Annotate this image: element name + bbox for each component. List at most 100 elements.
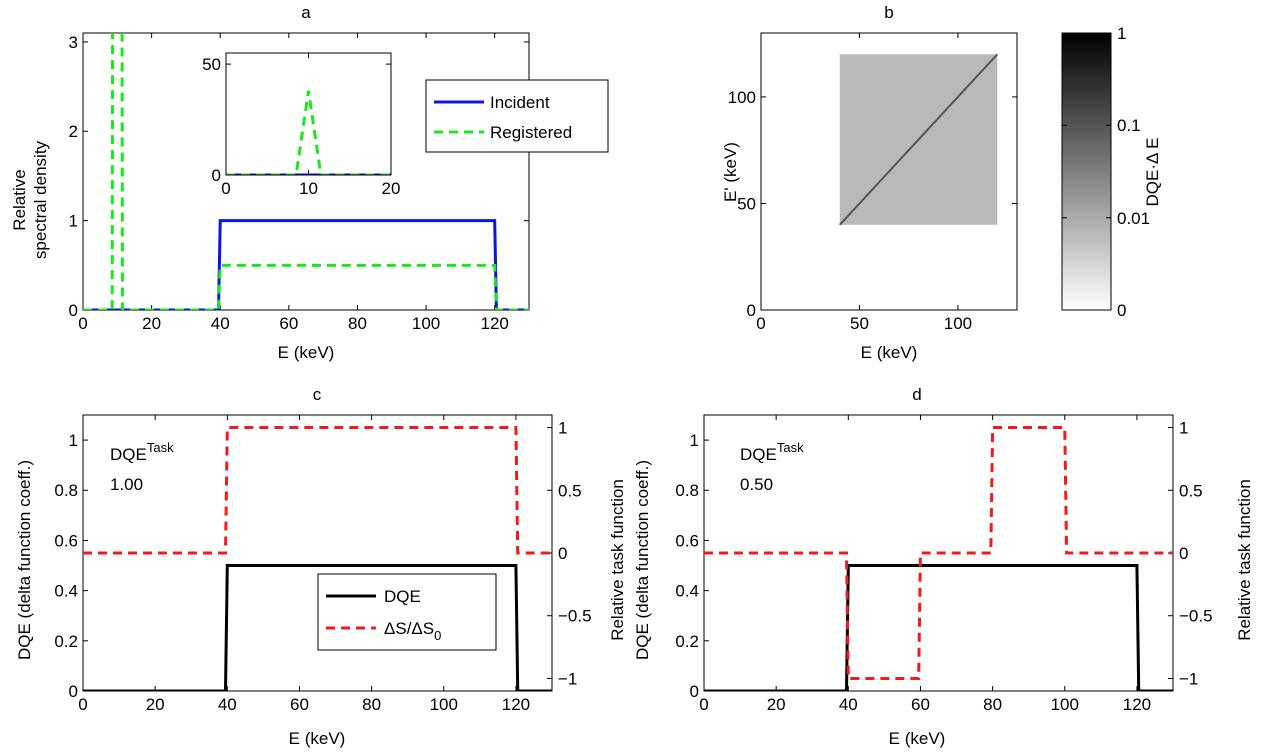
panel-d-xtick-label: 80	[983, 695, 1002, 714]
panel-b-ytick-label: 0	[747, 301, 756, 320]
panel-c-ytick-label: 0.6	[54, 531, 78, 550]
panel-c-y2tick-label: 0.5	[558, 481, 582, 500]
panel-a-xtick-label: 40	[211, 314, 230, 333]
panel-c-xtick-label: 0	[78, 695, 87, 714]
panel-c: c DQE (delta function coeff.) Relative t…	[15, 385, 627, 748]
panel-a-inset-ytick-label: 0	[212, 166, 221, 185]
panel-a-ytick-label: 3	[69, 33, 78, 52]
panel-c-xlabel: E (keV)	[289, 729, 346, 748]
panel-c-y2tick-label: −0.5	[558, 607, 592, 626]
panel-c-legend-task: ΔS/ΔS0	[384, 619, 441, 643]
panel-c-xtick-label: 60	[290, 695, 309, 714]
panel-a-series-registered	[83, 33, 529, 310]
panel-c-legend-dqe: DQE	[384, 587, 421, 606]
panel-b-colorbar-label: DQE·Δ E	[1143, 138, 1162, 207]
panel-c-series--s-s0	[83, 426, 552, 555]
panel-b-xtick-label: 50	[850, 314, 869, 333]
panel-c-ytick-label: 0.4	[54, 582, 78, 601]
panel-a-inset: 0 10 20 0 50	[202, 52, 401, 198]
panel-a-xtick-label: 80	[348, 314, 367, 333]
panel-c-y2label: Relative task function	[608, 479, 627, 641]
panel-b-heat-diagonal	[839, 53, 999, 226]
panel-d-y2label: Relative task function	[1235, 479, 1254, 641]
panel-a-inset-xtick-label: 20	[382, 179, 401, 198]
panel-a-ylabel-line1: Relative	[10, 169, 29, 230]
panel-c-xtick-label: 40	[218, 695, 237, 714]
panel-d-y2tick-label: −1	[1179, 669, 1198, 688]
panel-a-ytick-label: 1	[69, 212, 78, 231]
panel-d-annotation-label: DQETask	[740, 440, 804, 464]
panel-c-title: c	[313, 385, 322, 404]
panel-a-inset-xtick-label: 0	[221, 179, 230, 198]
panel-a-inset-series-registered	[226, 90, 391, 175]
panel-c-y2tick-label: 0	[558, 544, 567, 563]
panel-d-xtick-label: 40	[839, 695, 858, 714]
panel-a-legend: Incident Registered	[425, 79, 609, 153]
panel-d-xtick-label: 120	[1123, 695, 1151, 714]
panel-a-frame	[82, 32, 530, 311]
panel-a-legend-incident: Incident	[490, 93, 550, 112]
panel-d-series-relative-task-function	[704, 426, 1173, 680]
panel-d-y2tick-label: 0.5	[1179, 481, 1203, 500]
panel-c-ytick-label: 0.2	[54, 632, 78, 651]
panel-a-inset-ytick-label: 50	[202, 55, 221, 74]
panel-d-ytick-label: 0	[690, 682, 699, 701]
panel-a-ytick-label: 0	[69, 301, 78, 320]
panel-d-title: d	[912, 385, 921, 404]
panel-d-ytick-label: 1	[690, 431, 699, 450]
panel-d-y2tick-label: 0	[1179, 544, 1188, 563]
panel-a-xtick-label: 20	[142, 314, 161, 333]
panel-d-xtick-label: 20	[767, 695, 786, 714]
panel-d-ytick-label: 0.2	[675, 632, 699, 651]
panel-b-xlabel: E (keV)	[861, 343, 918, 362]
panel-b-colorbar-tick-label: 0.1	[1117, 116, 1141, 135]
panel-b-frame	[760, 32, 1018, 311]
panel-a-xlabel: E (keV)	[278, 343, 335, 362]
panel-c-y2tick-label: 1	[558, 419, 567, 438]
panel-a-series-incident	[83, 219, 529, 310]
panel-c-xtick-label: 20	[146, 695, 165, 714]
panel-a-inset-xtick-label: 10	[299, 179, 318, 198]
panel-d-plot: 0 20 40 60 80 100 120 0 0.2 0.4 0.6 0.8 1 −1 −0.5 0 0.5 1	[675, 414, 1213, 714]
panel-c-plot: 0 20 40 60 80 100 120 0 0.2 0.4 0.6 0.8 1 −1 −0.5 0 0.5 1	[54, 414, 592, 714]
panel-b-colorbar-gradient	[1061, 32, 1112, 311]
panel-a-legend-registered: Registered	[490, 123, 572, 142]
panel-a-title: a	[301, 3, 311, 22]
panel-a-ylabel-line2: spectral density	[31, 140, 50, 259]
panel-a-ytick-label: 2	[69, 122, 78, 141]
panel-a-xtick-label: 0	[78, 314, 87, 333]
panel-b-ylabel: E' (keV)	[721, 142, 740, 202]
panel-b-ytick-label: 100	[728, 88, 756, 107]
panel-d-ytick-label: 0.8	[675, 481, 699, 500]
panel-a-legend-box	[425, 79, 609, 153]
panel-b: b E' (keV) E (keV) 0 50 100 0 50 100 0 0.01 0.1…	[721, 3, 1162, 362]
panel-a-xtick-label: 120	[481, 314, 509, 333]
panel-b-colorbar-tick-label: 0	[1117, 301, 1126, 320]
panel-c-legend: DQE ΔS/ΔS0	[317, 573, 497, 651]
panel-c-series-dqe	[83, 564, 552, 691]
panel-b-plot: 0 50 100 0 50 100	[728, 32, 1018, 333]
panel-c-annotation-sup: Task	[147, 440, 174, 455]
panel-d-y2tick-label: −0.5	[1179, 607, 1213, 626]
panel-c-annotation-value: 1.00	[110, 475, 143, 494]
panel-b-ytick-label: 50	[737, 194, 756, 213]
panel-b-xtick-label: 100	[944, 314, 972, 333]
panel-d-xtick-label: 60	[911, 695, 930, 714]
panel-a-inset-bg	[226, 53, 391, 175]
panel-a-xtick-label: 100	[412, 314, 440, 333]
panel-c-ylabel: DQE (delta function coeff.)	[15, 460, 34, 660]
panel-b-xtick-label: 0	[756, 314, 765, 333]
panel-b-colorbar-tick-label: 1	[1117, 24, 1126, 43]
panel-d-annotation: DQETask 0.50	[740, 440, 804, 494]
panel-b-colorbar: 0 0.01 0.1 1	[1061, 24, 1150, 320]
panel-d-ytick-label: 0.6	[675, 531, 699, 550]
panel-c-y2tick-label: −1	[558, 669, 577, 688]
panel-d-xtick-label: 0	[699, 695, 708, 714]
panel-d-xtick-label: 100	[1051, 695, 1079, 714]
panel-a: a Relative spectral density E (keV) 0 20 4…	[10, 3, 609, 362]
panel-a-xtick-label: 60	[279, 314, 298, 333]
panel-c-legend-task-sub: 0	[434, 628, 441, 643]
panel-c-annotation-label: DQETask	[110, 440, 174, 464]
